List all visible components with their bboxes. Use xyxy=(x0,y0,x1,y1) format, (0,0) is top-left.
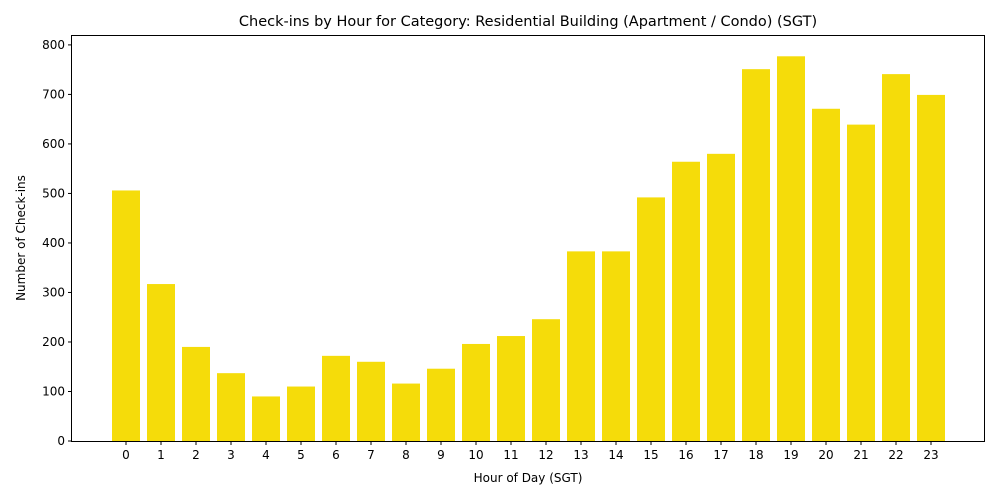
bar-hour-19 xyxy=(777,56,805,441)
x-axis-label: Hour of Day (SGT) xyxy=(474,471,583,485)
x-tick-label: 20 xyxy=(818,448,833,462)
x-tick-label: 21 xyxy=(853,448,868,462)
bar-hour-6 xyxy=(322,355,350,441)
y-axis-label: Number of Check-ins xyxy=(14,175,28,301)
x-tick-label: 19 xyxy=(783,448,798,462)
x-tick-label: 1 xyxy=(157,448,165,462)
x-tick-label: 14 xyxy=(608,448,623,462)
y-tick-label: 100 xyxy=(42,384,65,398)
bar-hour-9 xyxy=(427,368,455,441)
y-tick-label: 400 xyxy=(42,236,65,250)
x-tick-label: 12 xyxy=(538,448,553,462)
chart-title: Check-ins by Hour for Category: Resident… xyxy=(239,14,817,30)
x-tick-label: 3 xyxy=(227,448,235,462)
x-tick-label: 6 xyxy=(332,448,340,462)
bar-hour-21 xyxy=(847,124,875,442)
x-tick-label: 2 xyxy=(192,448,200,462)
bar-hour-10 xyxy=(462,343,490,441)
bar-hour-23 xyxy=(917,94,945,441)
x-tick-label: 23 xyxy=(923,448,938,462)
bar-hour-22 xyxy=(882,74,910,442)
x-tick-label: 15 xyxy=(643,448,658,462)
bar-hour-16 xyxy=(672,161,700,441)
bar-hour-17 xyxy=(707,153,735,441)
bar-hour-20 xyxy=(812,108,840,442)
y-tick-label: 500 xyxy=(42,186,65,200)
x-tick-label: 11 xyxy=(503,448,518,462)
x-tick-label: 22 xyxy=(888,448,903,462)
bar-hour-7 xyxy=(357,361,385,441)
x-tick-label: 0 xyxy=(122,448,130,462)
bars-group xyxy=(112,56,945,442)
y-tick-label: 600 xyxy=(42,137,65,151)
y-axis-ticks: 0 100 200 300 400 500 600 700 800 xyxy=(42,38,72,448)
bar-hour-0 xyxy=(112,190,140,441)
x-axis-ticks: 0 1 2 3 4 5 6 7 8 9 10 11 12 13 14 15 16 17 18 19 20 21 22 23 xyxy=(122,441,939,462)
bar-hour-12 xyxy=(532,319,560,441)
x-tick-label: 9 xyxy=(437,448,445,462)
bar-hour-4 xyxy=(252,396,280,441)
y-tick-label: 300 xyxy=(42,285,65,299)
x-tick-label: 13 xyxy=(573,448,588,462)
bar-hour-13 xyxy=(567,251,595,441)
bar-hour-14 xyxy=(602,251,630,441)
x-tick-label: 18 xyxy=(748,448,763,462)
y-tick-label: 800 xyxy=(42,38,65,52)
y-tick-label: 700 xyxy=(42,87,65,101)
x-tick-label: 17 xyxy=(713,448,728,462)
bar-hour-18 xyxy=(742,69,770,441)
x-tick-label: 10 xyxy=(468,448,483,462)
x-tick-label: 5 xyxy=(297,448,305,462)
y-tick-label: 0 xyxy=(57,434,65,448)
bar-hour-1 xyxy=(147,284,175,441)
bar-hour-8 xyxy=(392,383,420,441)
bar-hour-3 xyxy=(217,373,245,441)
bar-hour-2 xyxy=(182,346,210,441)
x-tick-label: 8 xyxy=(402,448,410,462)
bar-hour-11 xyxy=(497,336,525,441)
bar-hour-5 xyxy=(287,386,315,441)
x-tick-label: 16 xyxy=(678,448,693,462)
bar-hour-15 xyxy=(637,197,665,441)
plot-frame xyxy=(71,35,985,442)
x-tick-label: 7 xyxy=(367,448,375,462)
x-tick-label: 4 xyxy=(262,448,270,462)
y-tick-label: 200 xyxy=(42,335,65,349)
